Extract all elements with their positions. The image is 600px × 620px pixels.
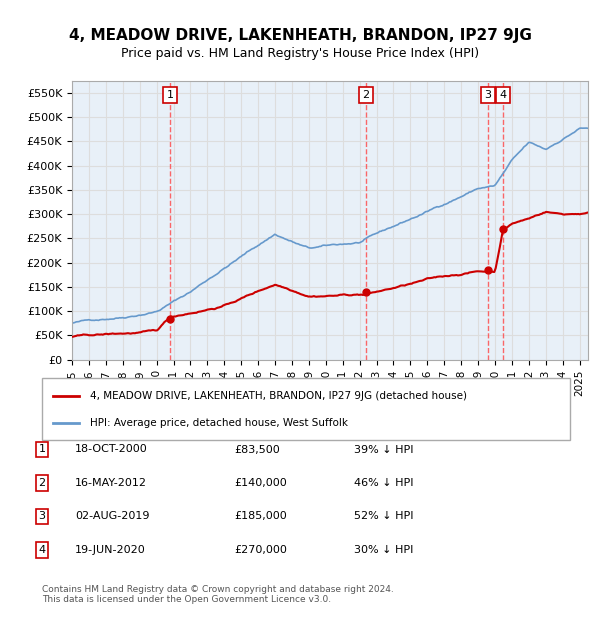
Text: 4, MEADOW DRIVE, LAKENHEATH, BRANDON, IP27 9JG: 4, MEADOW DRIVE, LAKENHEATH, BRANDON, IP… [68, 28, 532, 43]
Text: 1: 1 [166, 90, 173, 100]
Text: 4: 4 [38, 545, 46, 555]
Text: 4, MEADOW DRIVE, LAKENHEATH, BRANDON, IP27 9JG (detached house): 4, MEADOW DRIVE, LAKENHEATH, BRANDON, IP… [89, 391, 467, 401]
Text: Contains HM Land Registry data © Crown copyright and database right 2024.
This d: Contains HM Land Registry data © Crown c… [42, 585, 394, 604]
Text: Price paid vs. HM Land Registry's House Price Index (HPI): Price paid vs. HM Land Registry's House … [121, 46, 479, 60]
Text: 30% ↓ HPI: 30% ↓ HPI [354, 545, 413, 555]
Text: 2: 2 [38, 478, 46, 488]
FancyBboxPatch shape [42, 378, 570, 440]
Text: 16-MAY-2012: 16-MAY-2012 [75, 478, 147, 488]
Text: £140,000: £140,000 [234, 478, 287, 488]
Text: 4: 4 [499, 90, 506, 100]
Text: 2: 2 [362, 90, 370, 100]
Text: 19-JUN-2020: 19-JUN-2020 [75, 545, 146, 555]
Text: £185,000: £185,000 [234, 512, 287, 521]
Text: HPI: Average price, detached house, West Suffolk: HPI: Average price, detached house, West… [89, 418, 347, 428]
Text: 1: 1 [38, 445, 46, 454]
Text: 3: 3 [484, 90, 491, 100]
Text: 18-OCT-2000: 18-OCT-2000 [75, 445, 148, 454]
Text: 52% ↓ HPI: 52% ↓ HPI [354, 512, 413, 521]
Text: 46% ↓ HPI: 46% ↓ HPI [354, 478, 413, 488]
Text: £83,500: £83,500 [234, 445, 280, 454]
Text: £270,000: £270,000 [234, 545, 287, 555]
Text: 02-AUG-2019: 02-AUG-2019 [75, 512, 149, 521]
Text: 39% ↓ HPI: 39% ↓ HPI [354, 445, 413, 454]
Text: 3: 3 [38, 512, 46, 521]
